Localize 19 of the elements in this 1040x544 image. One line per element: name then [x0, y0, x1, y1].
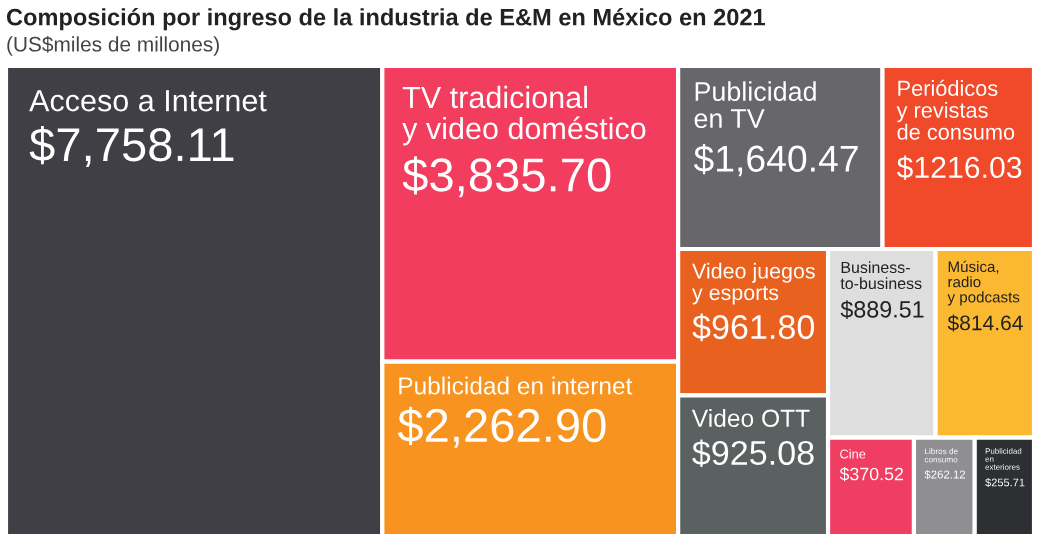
- data-label: $889.51: [840, 300, 924, 320]
- category-label: Publicidad en internet: [399, 376, 633, 395]
- category-label: Video juegos y esports: [692, 262, 815, 305]
- data-label: $1216.03: [896, 155, 1022, 180]
- data-label: $814.64: [947, 314, 1023, 332]
- category-label: Acceso a Internet: [29, 90, 267, 112]
- data-label: $3,835.70: [402, 156, 611, 198]
- data-label: $1,640.47: [693, 143, 858, 177]
- text: Composición por ingreso de la industria de E&M en México en 2021: [6, 8, 765, 31]
- data-label: $7,758.11: [29, 125, 234, 167]
- data-label: $925.08: [692, 439, 814, 468]
- data-label: $2,262.90: [397, 406, 606, 448]
- category-label: Publicidad en TV: [694, 81, 816, 129]
- data-label: $370.52: [839, 466, 903, 482]
- category-label: Periódicos y revistas de consumo: [896, 79, 1015, 140]
- data-label: $961.80: [692, 313, 815, 342]
- category-label: TV tradicional y video doméstico: [402, 85, 646, 146]
- category-label: Video OTT: [691, 408, 810, 427]
- text: (US$miles de millones): [7, 35, 219, 56]
